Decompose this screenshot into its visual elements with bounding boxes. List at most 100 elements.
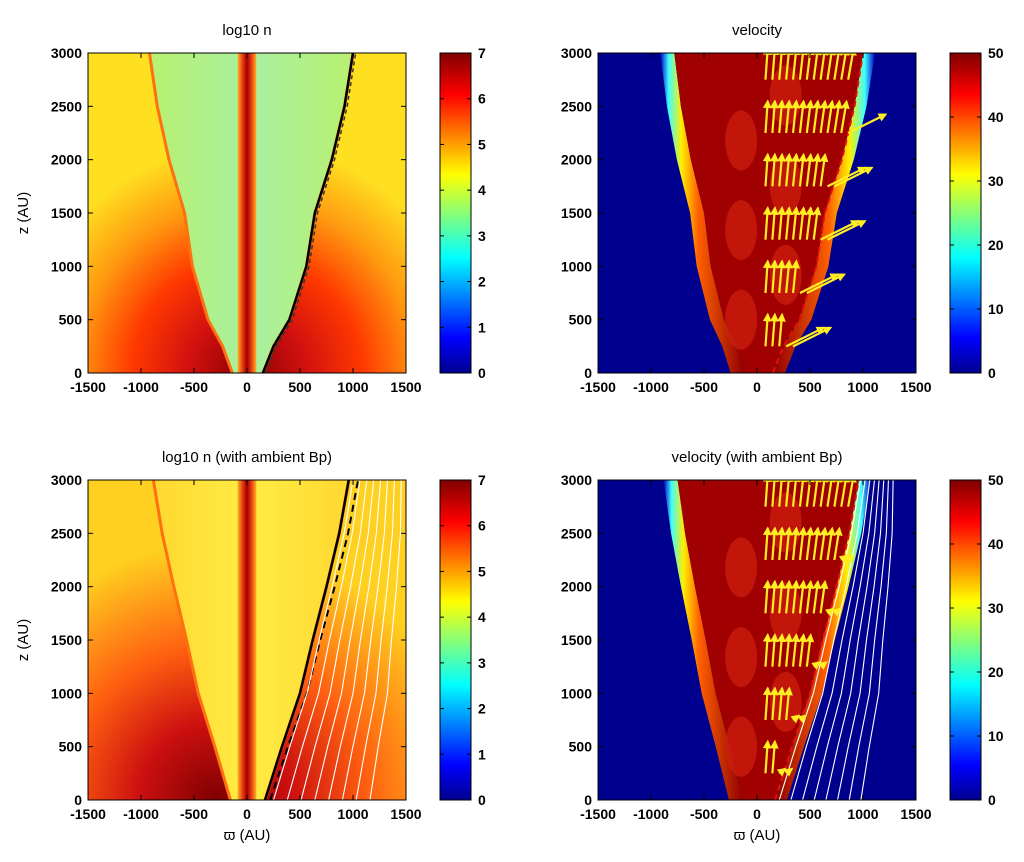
y-axis-label: z (AU) [15,619,32,662]
x-tick-label: -1000 [633,379,669,395]
y-tick-label: 500 [569,312,593,328]
colorbar-tick-label: 10 [988,728,1004,744]
velocity-arrow [762,579,772,614]
panel-2: -1500 -1000 -500 0 500 1000 150005001000150020… [561,22,1004,395]
panel-1: -1500 -1000 -500 0 500 1000 150005001000150020… [15,22,486,395]
velocity-arrow [769,99,779,134]
colorbar-tick-label: 2 [478,274,486,290]
velocity-arrow [798,152,808,187]
x-tick-label: -500 [690,806,718,822]
colorbar-tick-label: 7 [478,45,486,61]
shell-left [151,480,232,800]
velocity-arrow [798,526,808,561]
x-tick-label: -1500 [580,806,616,822]
colorbar-tick-label: 50 [988,472,1004,488]
colorbar-tick-label: 6 [478,518,486,534]
velocity-arrow [827,166,867,188]
velocity-arrow [762,205,772,240]
velocity-arrow [777,579,786,614]
plot-area [598,53,916,373]
velocity-arrow [798,206,808,240]
field-line [848,480,889,800]
y-tick-label: 2000 [561,152,592,168]
x-tick-label: 1000 [847,379,878,395]
y-tick-label: 500 [59,739,83,755]
x-tick-label: 0 [753,379,761,395]
velocity-arrow [777,206,786,240]
velocity-arrow [769,633,779,667]
colorbar [439,479,472,801]
velocity-arrow [827,220,867,241]
velocity-arrow [820,220,860,241]
velocity-arrow [812,526,822,561]
velocity-arrow [819,99,829,134]
y-axis-label: z (AU) [15,192,32,235]
x-tick-label: 0 [243,806,251,822]
colorbar-tick-label: 4 [478,609,486,625]
colorbar-tick-label: 4 [478,182,486,198]
velocity-arrow [784,152,793,187]
velocity-arrow [819,152,829,187]
plot-area [88,480,406,800]
velocity-arrow [777,312,786,347]
field-line [300,480,368,800]
x-tick-label: 500 [288,806,312,822]
field-line [314,480,375,800]
velocity-arrow [784,526,793,561]
contour-black [261,53,355,373]
velocity-arrow [819,526,829,561]
colorbar-tick-label: 0 [988,792,996,808]
shell-left [147,53,234,373]
velocity-arrow [769,579,779,614]
velocity-arrow [762,312,772,347]
colorbar-tick-label: 0 [478,792,486,808]
x-tick-label: 1000 [847,806,878,822]
y-tick-label: 2000 [51,579,82,595]
colorbar-tick-label: 40 [988,536,1004,552]
field-line [825,480,880,800]
velocity-arrow [777,259,786,294]
velocity-arrow [769,526,779,561]
y-tick-label: 2000 [51,152,82,168]
colorbar-tick-label: 5 [478,136,486,152]
field-line [837,480,885,800]
velocity-arrow [826,99,836,134]
colorbar-tick-label: 5 [478,563,486,579]
panel-title: log10 n [222,22,271,39]
velocity-arrow [762,526,772,561]
velocity-arrow [819,579,829,614]
x-tick-label: -1000 [633,806,669,822]
velocity-arrow [818,661,828,670]
y-tick-label: 0 [74,792,82,808]
jet-core [237,480,257,800]
panel-3: -1500 -1000 -500 0 500 1000 150005001000150020… [15,449,486,844]
y-tick-label: 500 [59,312,83,328]
field-line [369,480,402,800]
shock-blob [725,110,758,171]
velocity-arrow [791,99,801,134]
y-tick-label: 1000 [561,258,592,274]
panel-4: -1500 -1000 -500 0 500 1000 150005001000150020… [561,449,1004,844]
colorbar-tick-label: 30 [988,173,1004,189]
colorbar-tick-label: 1 [478,746,486,762]
velocity-arrow [797,714,808,724]
x-axis-label: ϖ (AU) [734,827,781,844]
field-line [860,480,894,800]
colorbar-tick-label: 20 [988,664,1004,680]
panel-title: velocity (with ambient Bp) [672,449,843,466]
contour-dashed [269,480,360,800]
y-tick-label: 0 [584,365,592,381]
colorbar-tick-label: 3 [478,228,486,244]
velocity-arrow [769,686,779,721]
velocity-arrow [777,526,786,561]
colorbar-tick-label: 0 [478,365,486,381]
panel-title: log10 n (with ambient Bp) [162,449,332,466]
y-tick-label: 2500 [51,525,82,541]
colorbar-tick-label: 2 [478,701,486,717]
x-tick-label: 0 [243,379,251,395]
velocity-arrow [798,99,808,134]
y-tick-label: 2500 [51,98,82,114]
colorbar-tick-label: 0 [988,365,996,381]
velocity-arrow [784,633,793,667]
